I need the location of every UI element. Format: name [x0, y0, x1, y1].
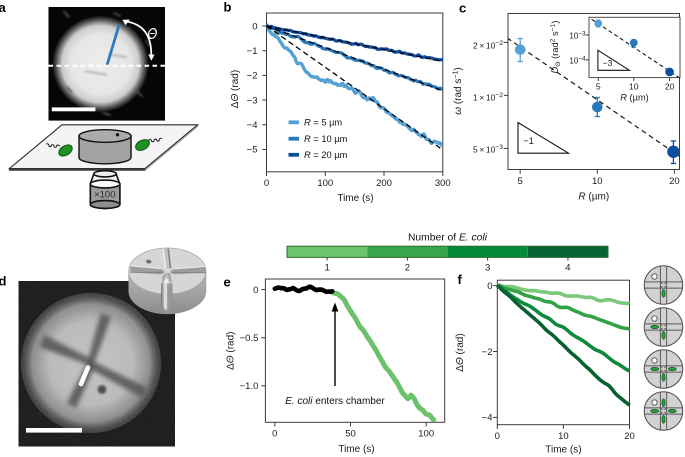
- svg-text:c: c: [459, 1, 466, 16]
- svg-text:5: 5: [596, 82, 601, 92]
- svg-text:0: 0: [495, 431, 500, 442]
- svg-text:100: 100: [317, 178, 333, 189]
- svg-text:2: 2: [405, 263, 410, 274]
- svg-text:−1: −1: [247, 46, 258, 57]
- svg-text:50: 50: [345, 429, 356, 440]
- svg-text:10−3: 10−3: [569, 30, 586, 40]
- svg-text:ΔΘ (rad): ΔΘ (rad): [230, 70, 241, 108]
- svg-text:10: 10: [629, 82, 639, 92]
- svg-text:20: 20: [669, 176, 680, 187]
- svg-text:200: 200: [376, 178, 392, 189]
- svg-text:R = 10 µm: R = 10 µm: [304, 134, 348, 144]
- svg-text:0: 0: [487, 281, 492, 292]
- svg-text:10−4: 10−4: [569, 55, 586, 65]
- svg-text:−2: −2: [247, 71, 258, 82]
- svg-text:100: 100: [418, 429, 434, 440]
- svg-text:R (µm): R (µm): [620, 93, 649, 103]
- svg-text:b: b: [224, 0, 232, 15]
- svg-text:×100: ×100: [94, 190, 116, 201]
- svg-text:Time (s): Time (s): [337, 193, 373, 204]
- svg-text:4: 4: [565, 263, 570, 274]
- svg-text:f: f: [458, 272, 463, 287]
- svg-text:5 × 10−3: 5 × 10−3: [473, 144, 503, 155]
- svg-text:1 × 10−2: 1 × 10−2: [473, 92, 503, 103]
- svg-text:−3: −3: [603, 58, 613, 68]
- svg-text:ΔΘ (rad): ΔΘ (rad): [226, 332, 237, 370]
- svg-text:E. coli enters chamber: E. coli enters chamber: [285, 396, 385, 407]
- svg-text:R = 5 µm: R = 5 µm: [304, 118, 342, 128]
- svg-text:10: 10: [558, 431, 569, 442]
- svg-text:e: e: [224, 275, 231, 290]
- svg-text:Time (s): Time (s): [338, 444, 374, 455]
- svg-text:−0.5: −0.5: [240, 333, 259, 344]
- svg-text:−5: −5: [247, 145, 258, 156]
- svg-text:5: 5: [518, 176, 523, 187]
- svg-text:0: 0: [272, 429, 277, 440]
- svg-text:d: d: [0, 274, 7, 289]
- svg-text:−4: −4: [247, 120, 258, 131]
- svg-text:−1: −1: [523, 136, 534, 146]
- svg-text:300: 300: [435, 178, 451, 189]
- svg-text:Number of E. coli: Number of E. coli: [408, 233, 488, 244]
- svg-text:−1.0: −1.0: [240, 381, 259, 392]
- svg-text:−2: −2: [482, 347, 493, 358]
- svg-text:R = 20 µm: R = 20 µm: [304, 150, 348, 160]
- svg-text:1: 1: [324, 263, 329, 274]
- svg-text:3: 3: [485, 263, 490, 274]
- svg-text:0: 0: [264, 178, 269, 189]
- svg-text:−3: −3: [247, 95, 258, 106]
- svg-text:−4: −4: [482, 413, 493, 424]
- svg-text:DΘ (rad2 s−1): DΘ (rad2 s−1): [550, 20, 563, 73]
- svg-text:20: 20: [665, 82, 675, 92]
- svg-text:2 × 10−2: 2 × 10−2: [473, 40, 503, 51]
- svg-text:R (µm): R (µm): [578, 192, 609, 203]
- svg-text:Time (s): Time (s): [545, 445, 581, 456]
- svg-text:ω (rad s−1): ω (rad s−1): [453, 67, 465, 114]
- svg-text:10: 10: [592, 176, 603, 187]
- svg-text:a: a: [0, 0, 7, 15]
- svg-text:20: 20: [624, 431, 635, 442]
- svg-text:0: 0: [253, 285, 258, 296]
- svg-text:ΔΘ (rad): ΔΘ (rad): [455, 333, 466, 371]
- svg-text:0: 0: [252, 21, 257, 32]
